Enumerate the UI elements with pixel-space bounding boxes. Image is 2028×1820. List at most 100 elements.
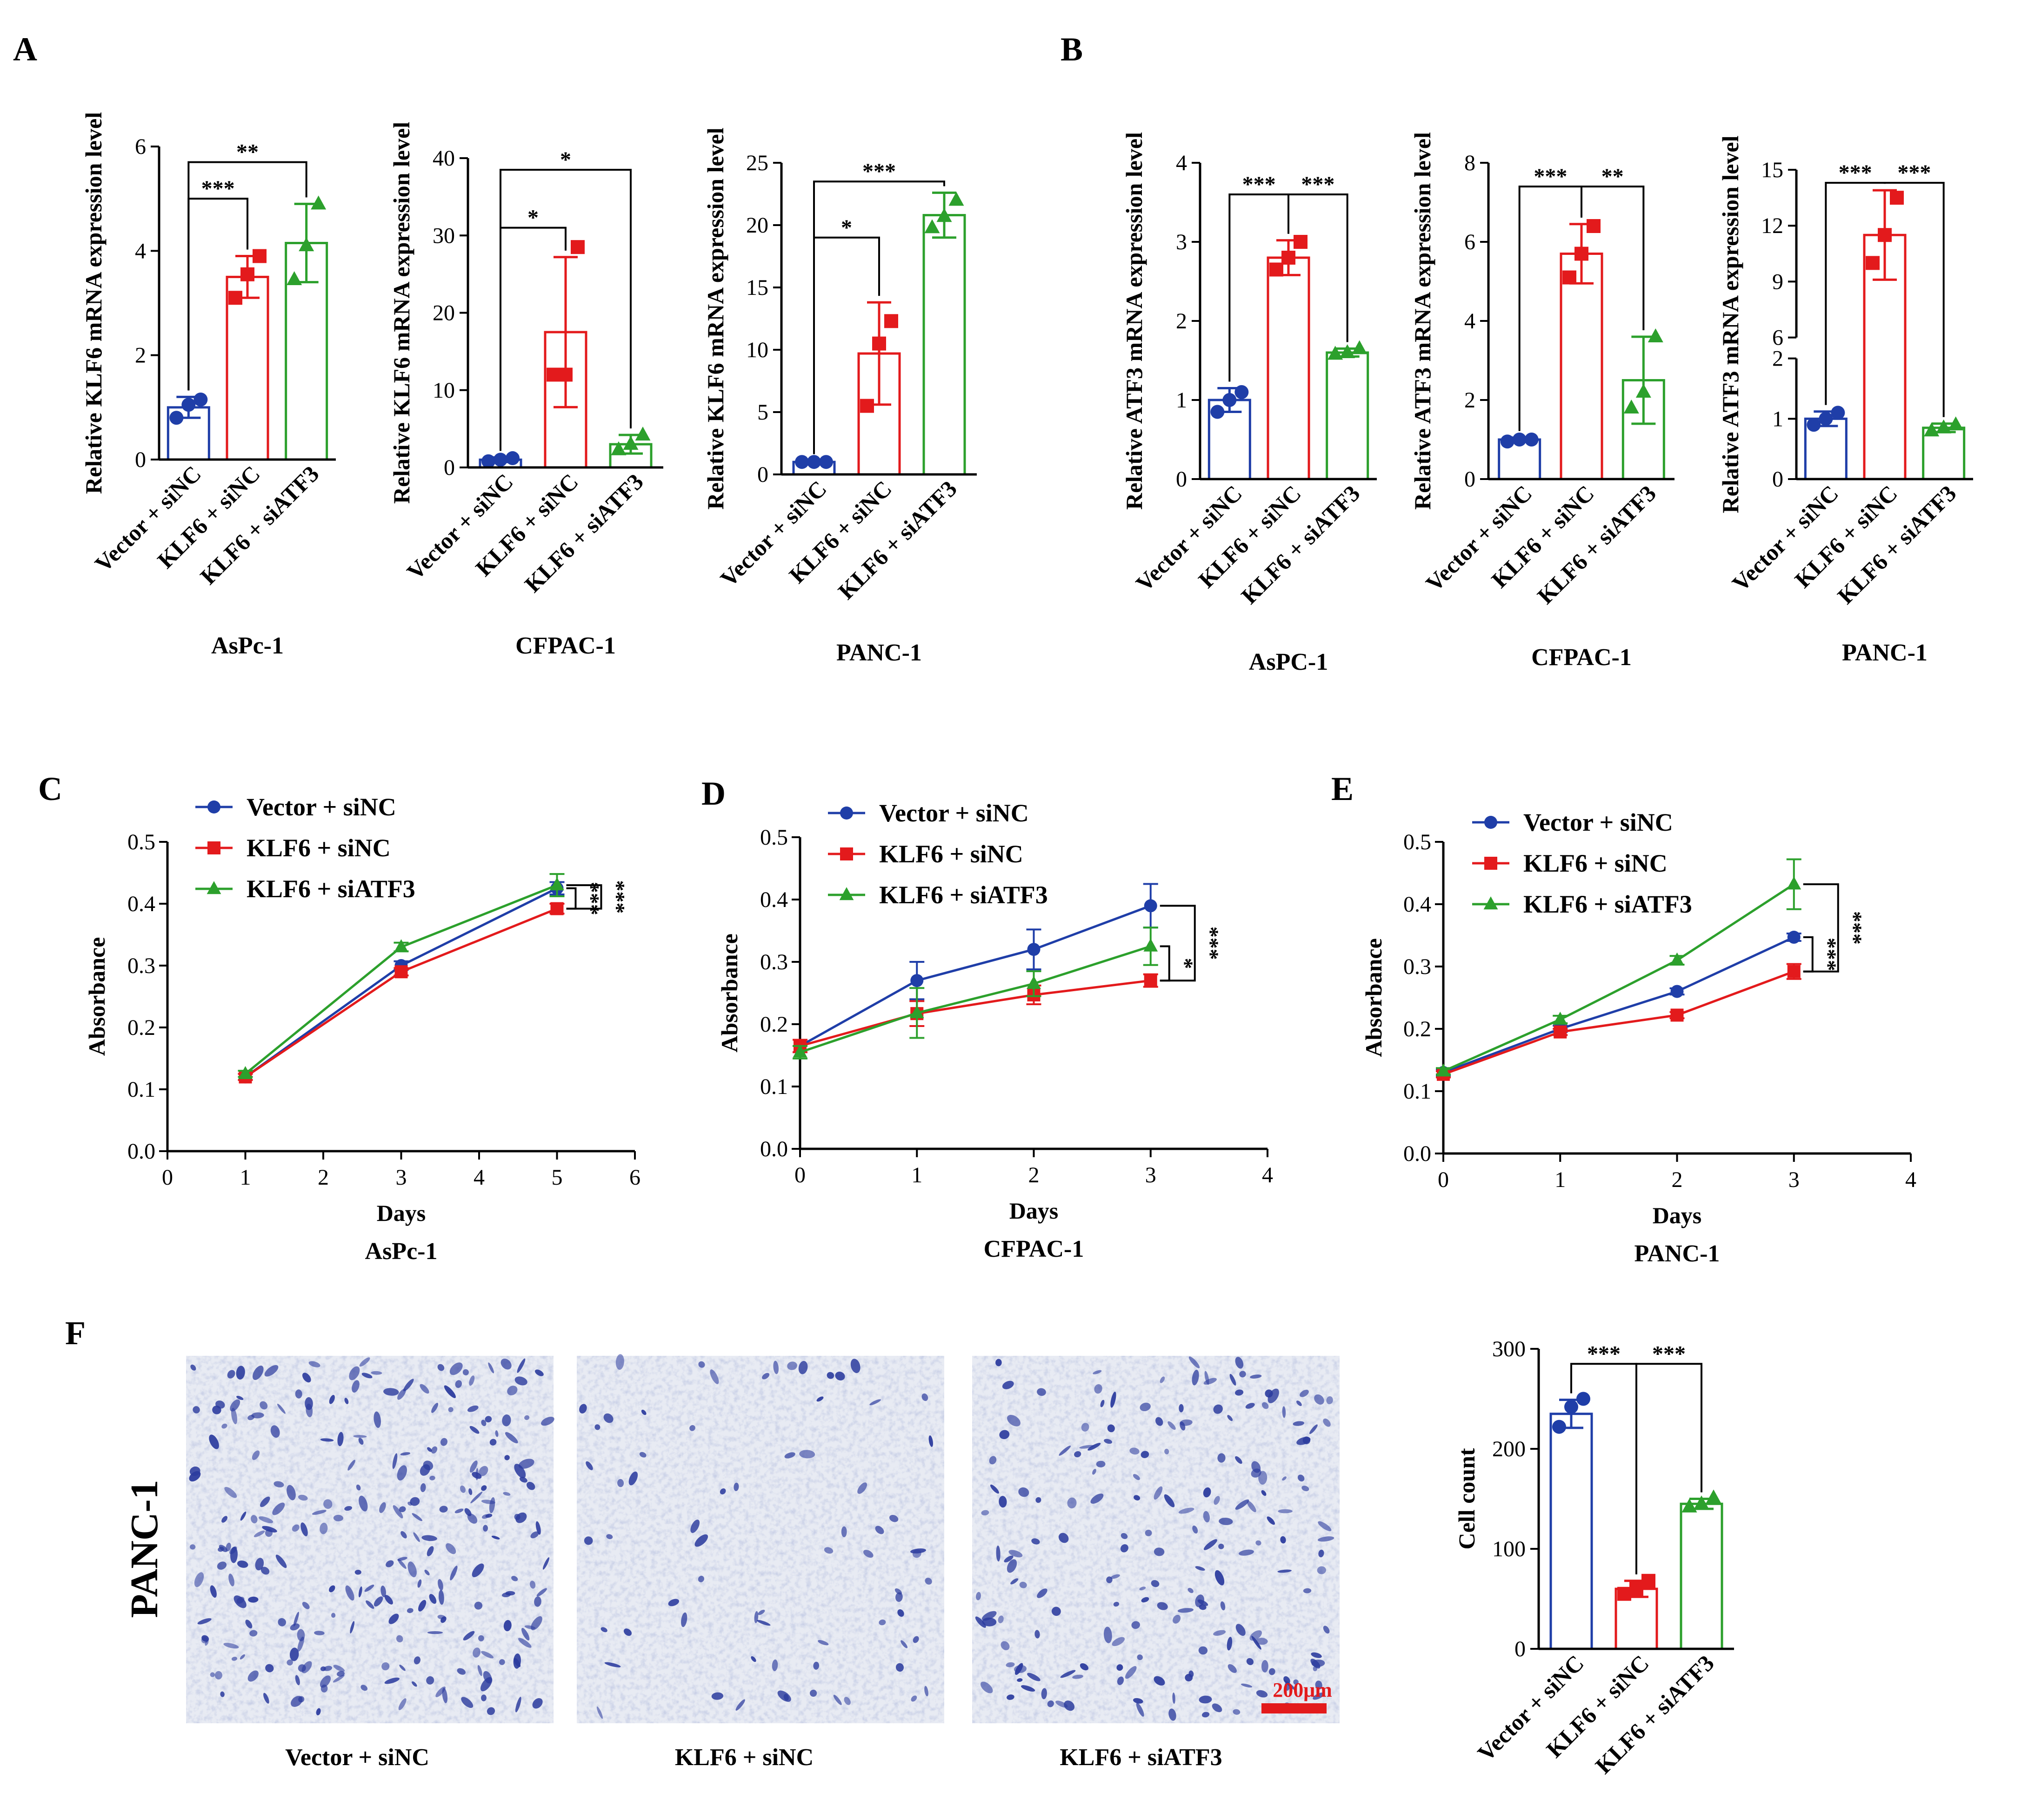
legend-label: Vector + siNC [879, 799, 1029, 827]
stained-cell [1027, 1673, 1041, 1681]
y-tick-label: 6 [135, 134, 146, 159]
stained-cell [247, 1670, 259, 1682]
stained-cell [1087, 1443, 1101, 1451]
stained-cell [473, 1647, 480, 1658]
stained-cell [1188, 1670, 1194, 1678]
stained-cell [1160, 1376, 1165, 1383]
data-point [1890, 191, 1904, 205]
series-line [799, 905, 1151, 1047]
data-point [1819, 412, 1833, 426]
panel-letter-e: E [1331, 770, 1354, 807]
stained-cell [1060, 1670, 1076, 1678]
x-tick-label: 2 [1672, 1167, 1683, 1192]
y-tick-label: 0.5 [1403, 830, 1431, 854]
y-tick-label: 0 [757, 462, 768, 487]
stained-cell [480, 1677, 493, 1692]
stained-cell [274, 1481, 284, 1487]
stained-cell [472, 1563, 484, 1577]
stained-cell [450, 1566, 458, 1580]
bar-chart-klf6-cfpac1: 0 10 20 30 40 Relative KLF6 mRNA expression l… [388, 122, 663, 659]
stained-cell [300, 1522, 308, 1536]
significance-label: *** [605, 880, 629, 913]
stained-cell [440, 1616, 447, 1623]
stained-cell [252, 1366, 264, 1380]
data-point [1553, 1012, 1568, 1025]
data-point [1787, 965, 1801, 978]
stained-cell [481, 1651, 494, 1659]
stained-cell [380, 1585, 387, 1598]
category-label: KLF6 + siATF3 [1590, 1650, 1719, 1779]
stained-cell [289, 1647, 299, 1661]
stained-cell [396, 1635, 403, 1643]
stained-cell [1121, 1533, 1128, 1540]
stained-cell [1007, 1694, 1014, 1700]
stained-cell [1037, 1388, 1046, 1396]
y-tick-label: 0.4 [127, 892, 155, 916]
stained-cell [1235, 1456, 1242, 1464]
stained-cell [690, 1520, 700, 1533]
data-point [311, 195, 327, 210]
x-tick-label: 1 [911, 1163, 922, 1187]
stained-cell [1198, 1646, 1208, 1655]
stained-cell [1058, 1533, 1069, 1543]
stained-cell [844, 1697, 851, 1705]
scale-bar [1261, 1703, 1327, 1713]
x-axis-title: AsPC-1 [1249, 649, 1328, 675]
stained-cell [481, 1514, 489, 1519]
stained-cell [1218, 1543, 1224, 1549]
stained-cell [1031, 1538, 1040, 1545]
stained-cell [442, 1687, 448, 1703]
stained-cell [384, 1595, 393, 1605]
stained-cell [333, 1674, 345, 1683]
line-chart-absorbance-panc1: 0 1 2 3 4 0.0 0.1 0.2 0.3 0.4 0.5 Absorbance Days PAN… [1361, 808, 1916, 1267]
stained-cell [1129, 1447, 1140, 1455]
stained-cell [461, 1697, 474, 1708]
significance-label: * [527, 206, 539, 230]
stained-cell [412, 1681, 417, 1687]
stained-cell [975, 1616, 986, 1628]
stained-cell [397, 1557, 407, 1561]
stained-cell [298, 1494, 308, 1501]
stained-cell [349, 1366, 360, 1380]
stained-cell [989, 1456, 997, 1465]
stained-cell [495, 1430, 499, 1437]
significance-label: * [560, 147, 571, 172]
stained-cell [998, 1615, 1004, 1624]
stained-cell [1217, 1453, 1226, 1463]
stained-cell [1172, 1692, 1175, 1704]
stained-cell [228, 1573, 234, 1587]
stained-cell [1093, 1370, 1102, 1374]
stained-cell [1246, 1658, 1254, 1665]
y-tick-label: 4 [1176, 151, 1187, 175]
stained-cell [306, 1403, 313, 1418]
stained-cell [1139, 1587, 1146, 1591]
stained-cell [813, 1661, 820, 1670]
stained-cell [275, 1554, 287, 1568]
stained-cell [1227, 1637, 1233, 1651]
significance-label: ** [236, 140, 259, 165]
micrograph-texture [577, 1356, 944, 1723]
stained-cell [439, 1590, 444, 1605]
significance-bracket [500, 168, 632, 451]
stained-cell [308, 1361, 320, 1367]
stained-cell [1278, 1509, 1293, 1513]
stained-cell [1282, 1406, 1286, 1418]
stained-cell [504, 1455, 510, 1460]
stained-cell [361, 1373, 373, 1379]
data-point [910, 974, 924, 987]
stained-cell [366, 1600, 374, 1609]
stained-cell [1310, 1659, 1321, 1669]
significance-label: *** [1839, 160, 1872, 185]
stained-cell [1213, 1404, 1223, 1414]
bar [1560, 253, 1603, 480]
stained-cell [639, 1452, 647, 1458]
significance-label: *** [1816, 938, 1841, 971]
stained-cell [1096, 1460, 1106, 1467]
data-point [1554, 1025, 1567, 1039]
stained-cell [1117, 1676, 1124, 1685]
data-point [1831, 406, 1845, 420]
stained-cell [469, 1375, 475, 1386]
stained-cell [264, 1365, 279, 1377]
stained-cell [1103, 1627, 1112, 1643]
stained-cell [503, 1492, 511, 1496]
